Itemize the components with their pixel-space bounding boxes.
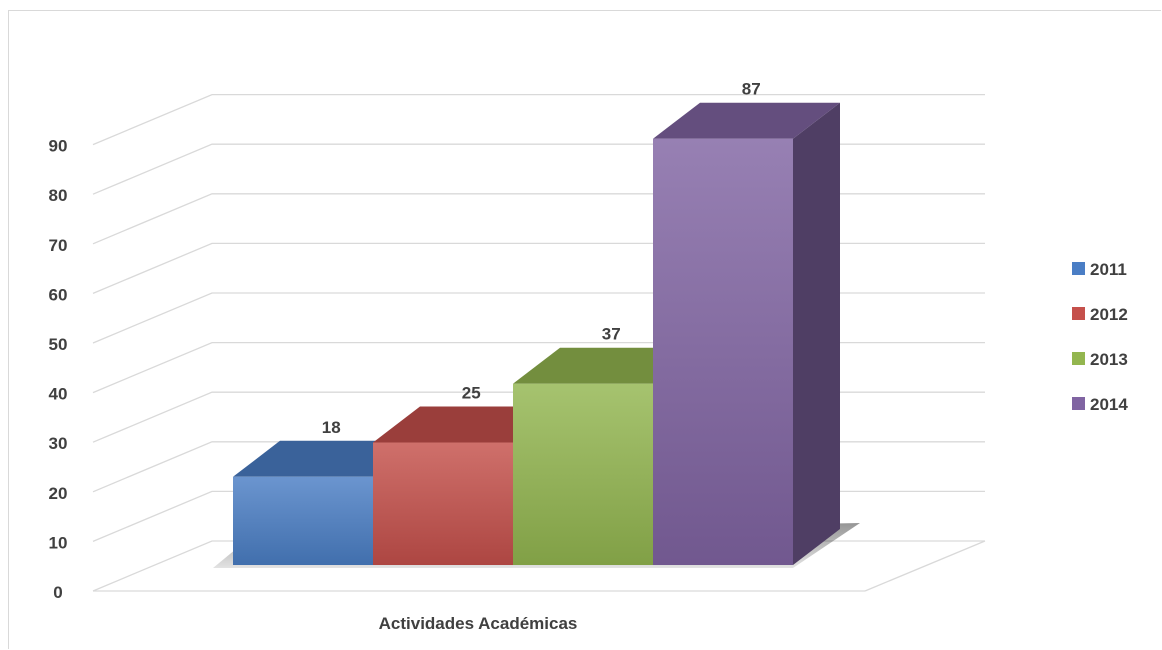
- chart-frame: [8, 10, 1161, 649]
- gridline: [92, 93, 985, 146]
- y-axis-ticks: 0 10 20 30 40 50 60 70 80 90: [49, 137, 68, 602]
- bar-front-face: [233, 476, 373, 565]
- legend-swatch-2012: [1072, 307, 1085, 320]
- bar-front-face: [653, 138, 793, 565]
- y-tick-label: 60: [49, 285, 68, 304]
- legend-swatch-2014: [1072, 397, 1085, 410]
- y-tick-label: 70: [49, 236, 68, 255]
- legend-label-2014: 2014: [1090, 395, 1128, 414]
- bar-2014: [653, 102, 840, 565]
- y-tick-label: 50: [49, 335, 68, 354]
- data-label-2014: 87: [742, 80, 761, 99]
- gridline: [92, 143, 985, 195]
- bars: [233, 102, 840, 565]
- legend-swatch-2013: [1072, 352, 1085, 365]
- y-tick-label: 10: [49, 533, 68, 552]
- gridline: [92, 193, 985, 245]
- bar-2011: [233, 440, 420, 565]
- legend-label-2012: 2012: [1090, 305, 1128, 324]
- y-tick-label: 40: [49, 385, 68, 404]
- gridline: [92, 242, 985, 294]
- bar-front-face: [373, 442, 513, 565]
- data-label-2012: 25: [462, 384, 481, 403]
- bar-front-face: [513, 383, 653, 565]
- y-tick-label: 0: [53, 583, 62, 602]
- bar-side-face: [793, 102, 840, 565]
- bar-top-face: [653, 102, 840, 139]
- data-labels: 18 25 37 87: [322, 80, 761, 437]
- data-label-2013: 37: [602, 325, 621, 344]
- x-axis-label: Actividades Académicas: [379, 614, 578, 633]
- legend-label-2011: 2011: [1090, 260, 1127, 279]
- legend-label-2013: 2013: [1090, 350, 1128, 369]
- floor-edge: [864, 540, 986, 592]
- data-label-2011: 18: [322, 418, 341, 437]
- gridline: [92, 292, 985, 344]
- legend-swatch-2011: [1072, 262, 1085, 275]
- y-tick-label: 80: [49, 186, 68, 205]
- y-tick-label: 20: [49, 484, 68, 503]
- legend: 2011 2012 2013 2014: [1072, 260, 1128, 414]
- y-tick-label: 90: [49, 137, 68, 156]
- y-tick-label: 30: [49, 434, 68, 453]
